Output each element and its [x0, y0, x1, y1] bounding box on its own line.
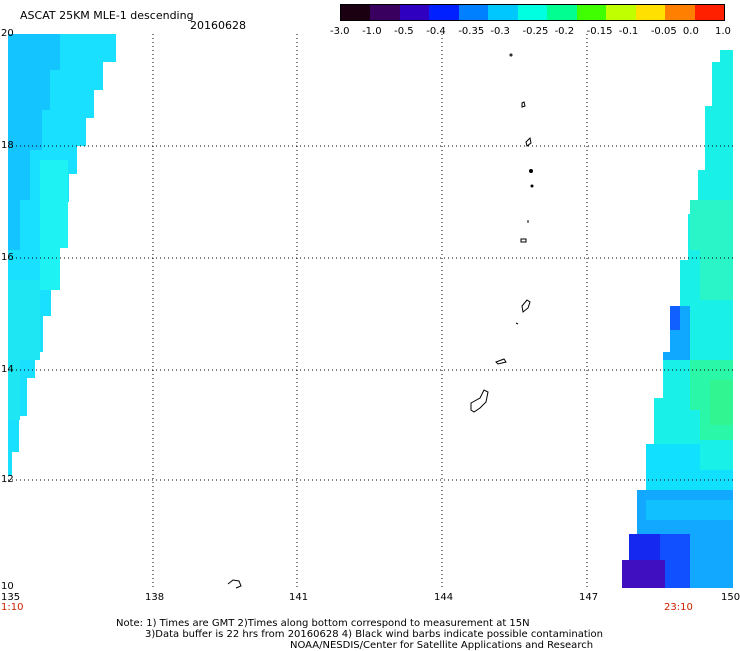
colorbar-segment	[488, 5, 518, 20]
lat-label-20: 20	[1, 28, 14, 39]
colorbar-segment	[458, 5, 489, 20]
colorbar-tick-label: -1.0	[362, 26, 382, 37]
colorbar-tick-label: 1.0	[715, 26, 731, 37]
colorbar-segment	[576, 5, 607, 20]
lon-label-147: 147	[579, 592, 599, 603]
colorbar-tick-label: -0.2	[554, 26, 575, 37]
right-swath	[622, 50, 733, 588]
colorbar-tick-label: -0.4	[426, 26, 446, 37]
colorbar-tick-label: -0.3	[490, 26, 510, 37]
left-swath	[8, 34, 116, 476]
lon-label-141: 141	[289, 592, 309, 603]
map-date: 20160628	[190, 19, 246, 32]
colorbar-segment	[399, 5, 430, 20]
map-title: ASCAT 25KM MLE-1 descending	[20, 9, 194, 22]
colorbar-segment	[635, 5, 666, 20]
colorbar-tick-label: -0.35	[458, 26, 485, 37]
colorbar-tick-label: -0.25	[522, 26, 549, 37]
time-right: 23:10	[664, 602, 693, 613]
grid	[8, 34, 733, 588]
colorbar-tick-label: -0.05	[650, 26, 677, 37]
lat-label-16: 16	[1, 252, 14, 263]
colorbar-segment	[665, 5, 695, 20]
lon-label-144: 144	[434, 592, 454, 603]
colorbar-tick-label: -0.5	[394, 26, 414, 37]
lat-label-18: 18	[1, 140, 14, 151]
colorbar-segment	[517, 5, 548, 20]
colorbar-tick-label: -3.0	[330, 26, 350, 37]
plot-frame	[8, 34, 733, 588]
lon-label-150: 150	[721, 592, 740, 603]
colorbar-segment	[547, 5, 577, 20]
colorbar-tick-label: -0.15	[586, 26, 613, 37]
colorbar-segment	[429, 5, 459, 20]
time-left: 1:10	[1, 602, 24, 613]
lon-label-138: 138	[145, 592, 165, 603]
colorbar-segment	[606, 5, 636, 20]
colorbar-tick-label: 0.0	[682, 26, 699, 37]
lat-label-10: 10	[1, 581, 14, 592]
note-line-1: Note: 1) Times are GMT 2)Times along bot…	[116, 618, 530, 629]
lat-label-12: 12	[1, 474, 14, 485]
colorbar-segment	[370, 5, 400, 20]
note-line-3: NOAA/NESDIS/Center for Satellite Applica…	[290, 640, 594, 651]
colorbar-segment	[341, 5, 371, 20]
lon-label-135: 135	[1, 592, 21, 603]
colorbar	[340, 4, 725, 21]
colorbar-segment	[694, 5, 725, 20]
colorbar-tick-label: -0.1	[618, 26, 639, 37]
island-outlines	[227, 53, 534, 589]
lat-label-14: 14	[1, 364, 14, 375]
note-line-2: 3)Data buffer is 22 hrs from 20160628 4)…	[145, 629, 603, 640]
